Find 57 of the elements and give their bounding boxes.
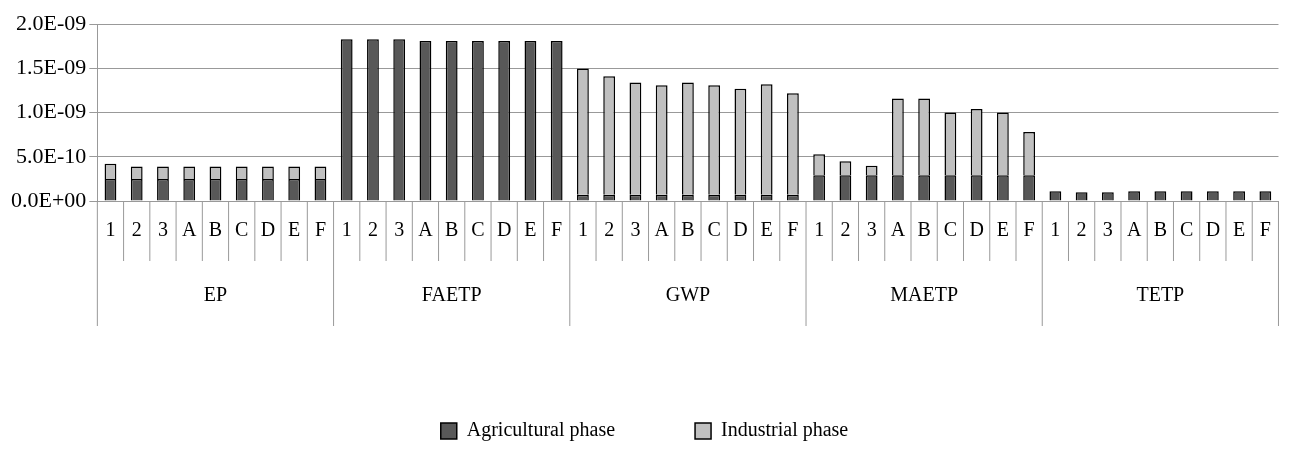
y-tick-label: 2.0E-09 (16, 9, 87, 35)
x-tick-label: 1 (341, 218, 352, 241)
x-tick-label: E (524, 218, 537, 241)
text: FAETP (421, 283, 482, 306)
x-tick-label: 1 (577, 218, 588, 241)
x-tick-label: C (943, 218, 958, 241)
x-tick-label: 2 (604, 218, 615, 241)
x-tick-label: B (1153, 218, 1168, 241)
x-tick-label: A (654, 218, 670, 241)
x-tick-label: D (733, 218, 748, 241)
y-tick-label: 5.0E-10 (16, 142, 87, 168)
x-tick-label: 3 (630, 218, 641, 241)
x-tick-label: A (890, 218, 906, 241)
x-tick-label: C (235, 218, 249, 241)
x-tick-label: E (760, 218, 773, 241)
x-tick-label: F (1259, 218, 1271, 241)
x-tick-label: 3 (1102, 218, 1113, 241)
x-tick-label: C (471, 218, 485, 241)
x-tick-label: F (1023, 218, 1035, 241)
x-tick-label: B (681, 218, 695, 241)
x-tick-label: C (707, 218, 721, 241)
x-tick-label: E (1232, 218, 1246, 241)
x-tick-label: A (418, 218, 434, 241)
x-tick-label: C (1179, 218, 1194, 241)
x-tick-label: F (314, 218, 327, 241)
x-tick-label: D (969, 218, 984, 241)
x-tick-label: 1 (105, 218, 116, 241)
x-tick-label: B (917, 218, 931, 241)
x-tick-label: F (787, 218, 799, 241)
x-tick-label: D (496, 218, 512, 241)
y-tick-label: 0.0E+00 (10, 186, 87, 212)
x-tick-label: E (996, 218, 1009, 241)
x-tick-label: 3 (866, 218, 877, 241)
legend-label: Industrial phase (721, 418, 849, 442)
x-tick-label: 2 (367, 218, 378, 241)
x-tick-label: A (181, 218, 197, 241)
x-tick-label: 2 (840, 218, 851, 241)
x-tick-label: 3 (394, 218, 405, 241)
x-tick-label: 3 (157, 218, 168, 241)
x-tick-label: D (1205, 218, 1221, 241)
x-tick-label: F (551, 218, 563, 241)
x-tick-label: A (1126, 218, 1142, 241)
x-tick-label: 1 (814, 218, 825, 241)
y-tick-label: 1.0E-09 (16, 98, 87, 124)
y-tick-label: 1.5E-09 (16, 54, 87, 80)
text: MAETP (890, 283, 959, 306)
x-tick-label: 1 (1050, 218, 1061, 241)
legend-label: Agricultural phase (466, 418, 616, 442)
x-tick-label: 2 (1076, 218, 1087, 241)
text: EP (203, 283, 228, 306)
x-tick-label: E (288, 218, 301, 241)
x-tick-label: B (208, 218, 223, 241)
x-tick-label: D (260, 218, 276, 241)
text: GWP (665, 283, 711, 306)
x-tick-label: 2 (131, 218, 142, 241)
text: TETP (1136, 283, 1185, 306)
x-tick-label: B (445, 218, 459, 241)
